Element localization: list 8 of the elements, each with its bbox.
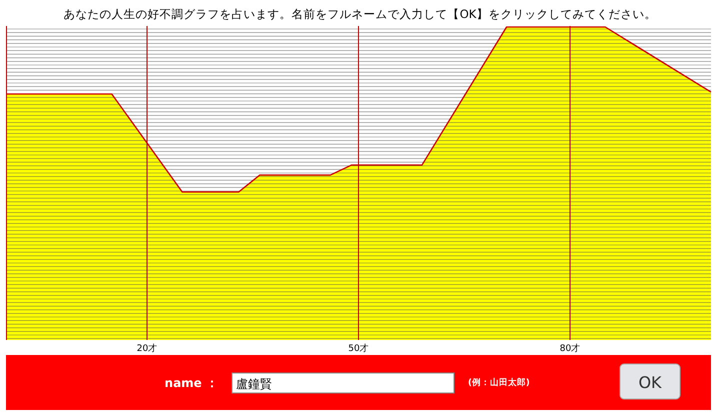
text: OK (638, 373, 662, 392)
x-tick-label: 20才 (136, 343, 158, 354)
text: 盧鐘賢 (236, 377, 272, 391)
chart-title: あなたの人生の好不調グラフを占います。名前をフルネームで入力して【OK】をクリックしてみてください。 (64, 7, 656, 21)
text: (例：山田太郎) (468, 377, 530, 388)
x-tick-label: 80才 (560, 343, 580, 354)
x-tick-label: 50才 (348, 343, 369, 354)
text: name ： (164, 376, 218, 390)
